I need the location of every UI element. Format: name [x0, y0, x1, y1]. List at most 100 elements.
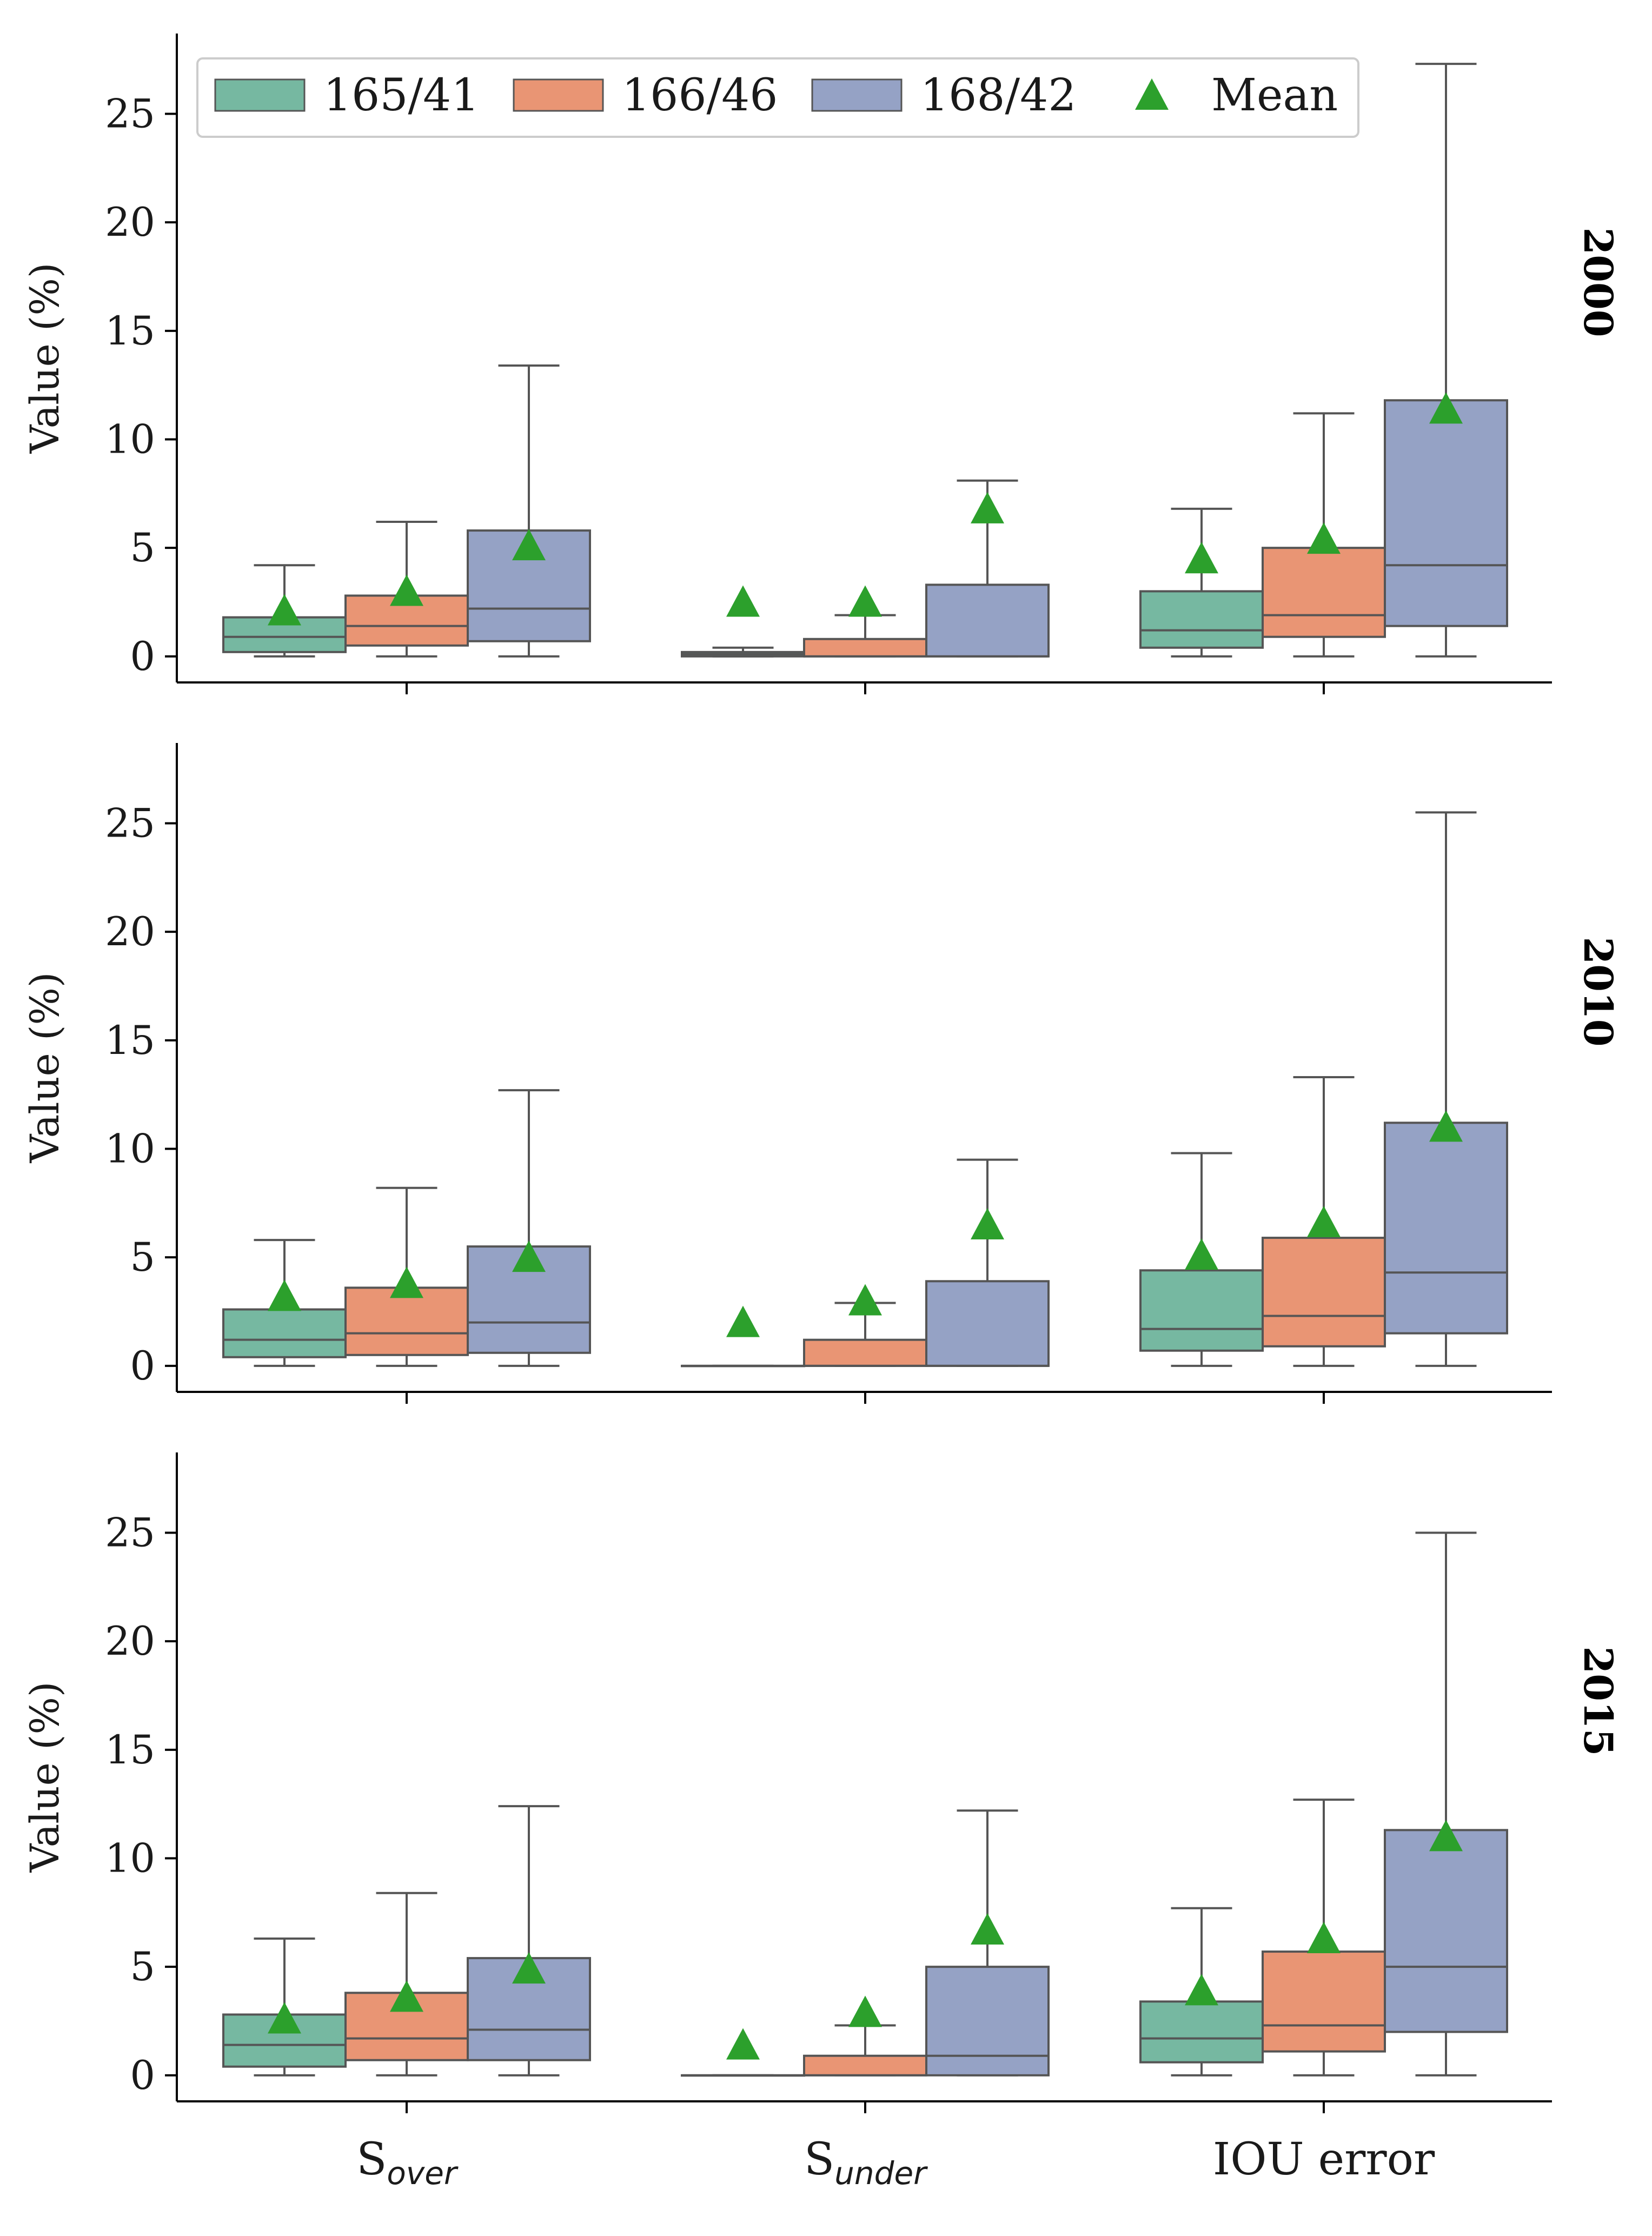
box-iqr	[1139, 2000, 1264, 2064]
box-iqr	[925, 1280, 1050, 1367]
box-165-41-S_under	[681, 585, 805, 658]
box-165-41-S_over	[222, 1937, 347, 2076]
box-iqr	[1262, 1237, 1386, 1348]
legend-entry: Mean	[1135, 70, 1338, 121]
mean-marker	[512, 1240, 546, 1272]
panel-title: 2015	[1575, 1646, 1621, 1756]
mean-marker	[726, 2028, 760, 2060]
y-tick-label: 0	[130, 1343, 155, 1389]
y-tick-label: 25	[105, 91, 155, 137]
y-tick-label: 15	[105, 308, 155, 354]
box-165-41-S_over	[222, 1239, 347, 1367]
mean-marker	[268, 2002, 301, 2034]
panel-title: 2010	[1575, 937, 1621, 1046]
y-axis-title: Value (%)	[22, 972, 68, 1164]
y-tick-label: 15	[105, 1018, 155, 1064]
box-iqr	[925, 583, 1050, 658]
box-iqr	[1384, 1829, 1508, 2033]
y-tick-label: 10	[105, 417, 155, 463]
mean-marker	[1429, 1820, 1463, 1852]
legend-swatch	[513, 78, 604, 112]
mean-marker	[1307, 522, 1341, 554]
mean-marker	[848, 585, 882, 617]
legend-label: Mean	[1211, 70, 1338, 121]
mean-marker	[512, 1952, 546, 1984]
box-165-41-IOU	[1139, 507, 1264, 658]
box-166-46-IOU	[1262, 412, 1386, 658]
y-tick-label: 5	[130, 1235, 155, 1280]
box-166-46-S_over	[344, 521, 469, 658]
legend: 165/41 166/46 168/42 Mean	[196, 57, 1359, 138]
mean-marker	[726, 585, 760, 617]
box-168-42-S_under	[925, 1158, 1050, 1367]
y-tick-label: 0	[130, 634, 155, 680]
y-tick-label: 25	[105, 1510, 155, 1556]
panel-2010: 0 5 10 15 20 25 Value (%) 2010	[22, 743, 1621, 1404]
box-168-42-IOU	[1384, 811, 1508, 1367]
box-168-42-IOU	[1384, 1531, 1508, 2076]
box-iqr	[925, 1966, 1050, 2076]
legend-swatch	[214, 78, 306, 112]
y-tick-label: 15	[105, 1727, 155, 1773]
mean-marker	[268, 1279, 301, 1311]
mean-marker	[268, 594, 301, 626]
y-tick-label: 0	[130, 2053, 155, 2099]
legend-frame	[196, 57, 1359, 138]
box-165-41-S_under	[681, 1305, 805, 1368]
mean-marker	[1429, 1110, 1463, 1142]
x-tick-label-subscript: over	[387, 2155, 458, 2192]
mean-marker	[390, 1266, 423, 1298]
legend-swatch	[811, 78, 903, 112]
box-168-42-S_under	[925, 1809, 1050, 2076]
y-tick-label: 25	[105, 800, 155, 846]
legend-label: 168/42	[920, 70, 1076, 121]
y-tick-label: 20	[105, 909, 155, 955]
mean-marker	[1185, 1238, 1218, 1270]
y-tick-label: 10	[105, 1126, 155, 1172]
box-iqr	[1262, 1950, 1386, 2053]
box-166-46-S_over	[344, 1892, 469, 2076]
mean-marker	[390, 1980, 423, 2012]
box-165-41-S_over	[222, 564, 347, 658]
box-iqr	[803, 638, 927, 658]
y-axis-title: Value (%)	[22, 1682, 68, 1873]
mean-marker	[1185, 542, 1218, 574]
box-168-42-S_under	[925, 479, 1050, 658]
mean-marker	[971, 492, 1004, 523]
legend-mean-marker	[1135, 78, 1169, 110]
y-axis-title: Value (%)	[22, 263, 68, 454]
mean-marker	[1429, 392, 1463, 424]
box-168-42-S_over	[467, 1805, 591, 2076]
mean-marker	[1307, 1205, 1341, 1237]
box-iqr	[803, 1338, 927, 1367]
box-166-46-S_under	[803, 1995, 927, 2076]
mean-marker	[726, 1305, 760, 1337]
mean-marker	[971, 1207, 1004, 1239]
box-165-41-IOU	[1139, 1907, 1264, 2076]
box-iqr	[1384, 399, 1508, 627]
y-tick-label: 5	[130, 525, 155, 571]
box-166-46-S_under	[803, 585, 927, 658]
mean-marker	[390, 574, 423, 606]
mean-marker	[848, 1995, 882, 2027]
y-tick-label: 20	[105, 1618, 155, 1664]
box-166-46-IOU	[1262, 1076, 1386, 1367]
mean-marker	[512, 529, 546, 561]
y-tick-label: 20	[105, 200, 155, 246]
box-iqr	[1262, 547, 1386, 638]
legend-label: 166/46	[622, 70, 778, 121]
box-168-42-IOU	[1384, 63, 1508, 658]
box-168-42-S_over	[467, 1089, 591, 1367]
y-tick-label: 10	[105, 1836, 155, 1882]
box-166-46-S_under	[803, 1284, 927, 1367]
legend-entry: 165/41	[214, 70, 479, 121]
panel-title: 2000	[1575, 227, 1621, 337]
mean-marker	[1307, 1921, 1341, 1953]
legend-entry: 168/42	[811, 70, 1076, 121]
mean-marker	[848, 1284, 882, 1316]
x-tick-label: IOU error	[1213, 2134, 1435, 2185]
box-iqr	[222, 1308, 347, 1358]
x-tick-label-subscript: under	[834, 2155, 928, 2192]
